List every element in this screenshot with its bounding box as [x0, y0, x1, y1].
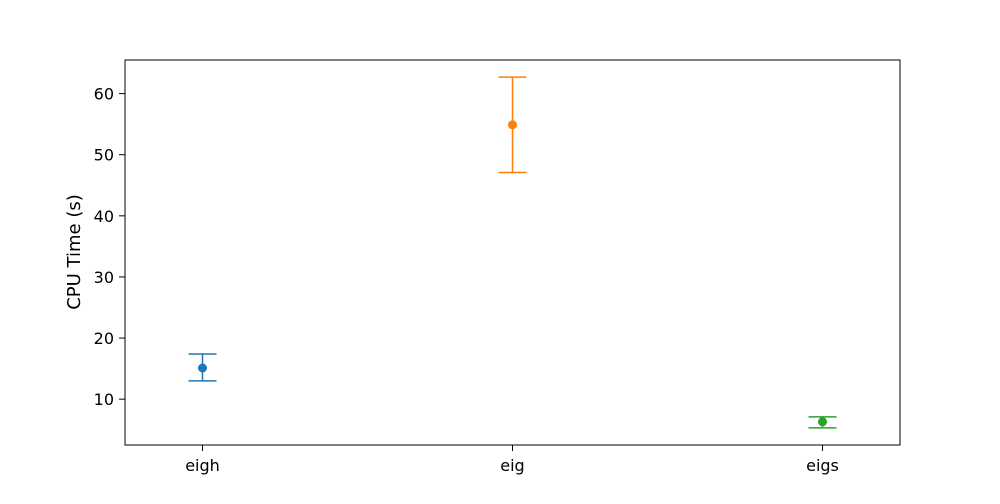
plot-layer: 10 20 30 40 50 60 eigh eig eigs: [94, 76, 839, 475]
plot-area-frame: [124, 59, 901, 446]
y-tick-label: 20: [94, 329, 114, 348]
data-point-eigs: [818, 417, 827, 427]
data-point-eigh: [198, 363, 207, 373]
y-tick-label: 60: [94, 85, 114, 104]
x-tick-label-eig: eig: [500, 456, 524, 475]
y-axis-label: CPU Time (s): [64, 194, 85, 310]
y-tick-label: 10: [94, 390, 114, 409]
x-tick-label-eigs: eigs: [806, 456, 839, 475]
y-tick-label: 50: [94, 146, 114, 165]
y-tick-label: 40: [94, 207, 114, 226]
x-tick-label-eigh: eigh: [185, 456, 220, 475]
data-point-eig: [508, 120, 517, 130]
y-tick-label: 30: [94, 268, 114, 287]
